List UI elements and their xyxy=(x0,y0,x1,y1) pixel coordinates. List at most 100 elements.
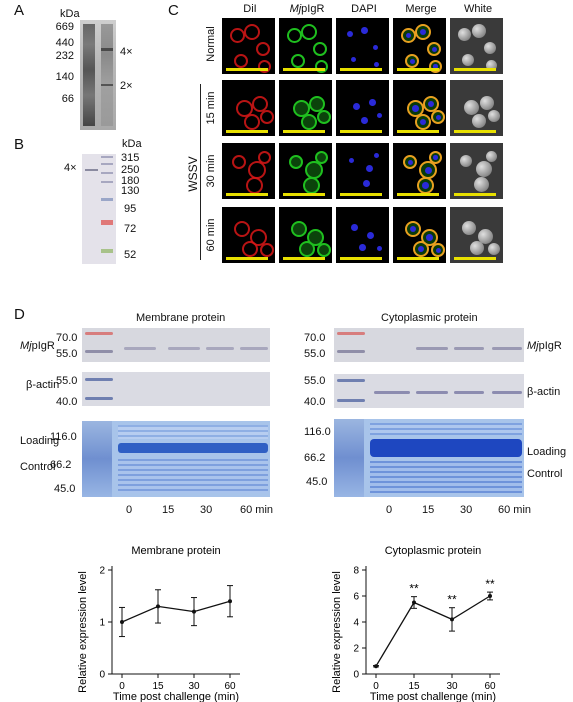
panel-a-marker: 232 xyxy=(55,50,74,62)
membrane-actin-blot xyxy=(82,372,270,406)
cyto-mw: 45.0 xyxy=(306,476,328,488)
cyto-pigr-blot xyxy=(334,328,524,362)
y-tick-label: 1 xyxy=(99,618,105,629)
data-point xyxy=(450,617,454,622)
micrograph-merge-1 xyxy=(393,80,446,136)
y-tick-label: 4 xyxy=(353,618,359,629)
data-point xyxy=(156,604,160,609)
x-axis-label: Time post challenge (min) xyxy=(370,691,496,702)
column-title-dapi: DAPI xyxy=(351,3,377,15)
y-tick-label: 8 xyxy=(353,566,359,577)
micrograph-dii-0 xyxy=(222,18,275,74)
micrograph-dii-1 xyxy=(222,80,275,136)
row-title-60min: 60 min xyxy=(205,218,217,252)
x-axis-label: Time post challenge (min) xyxy=(113,691,239,702)
panel-b-marker: 52 xyxy=(124,249,137,261)
data-point xyxy=(228,599,232,604)
membrane-time: 15 xyxy=(162,504,175,516)
data-point xyxy=(192,609,196,614)
x-tick-label: 60 xyxy=(484,681,496,692)
membrane-loading-gel xyxy=(82,421,270,497)
cyto-mw: 116.0 xyxy=(304,426,331,438)
panel-d-label: D xyxy=(14,306,25,323)
column-title-pigr: MjpIgR xyxy=(289,3,325,15)
significance-label: ** xyxy=(447,593,457,607)
panel-b-marker: 315 xyxy=(121,152,140,164)
panel-a-marker: 140 xyxy=(55,71,74,83)
data-point xyxy=(412,600,416,605)
membrane-loading-label-2: Control xyxy=(20,461,56,473)
x-tick-label: 15 xyxy=(408,681,420,692)
micrograph-mjpigr-3 xyxy=(279,207,332,263)
membrane-mw: 116.0 xyxy=(50,431,77,443)
y-axis-label: Relative expression level xyxy=(331,571,343,693)
column-title-white: White xyxy=(463,3,493,15)
micrograph-dii-3 xyxy=(222,207,275,263)
micrograph-mjpigr-0 xyxy=(279,18,332,74)
x-tick-label: 15 xyxy=(152,681,164,692)
micrograph-dapi-3 xyxy=(336,207,389,263)
membrane-time: 30 xyxy=(200,504,213,516)
data-point xyxy=(120,620,124,624)
micrograph-merge-3 xyxy=(393,207,446,263)
micrograph-merge-0 xyxy=(393,18,446,74)
membrane-actin-label: β-actin xyxy=(26,379,60,391)
cyto-time: 30 xyxy=(460,504,473,516)
membrane-mw: 55.0 xyxy=(56,348,78,360)
cyto-mw: 40.0 xyxy=(304,396,326,408)
series-line xyxy=(121,600,231,623)
membrane-mw: 40.0 xyxy=(56,396,78,408)
x-tick-label: 60 xyxy=(224,681,236,692)
cyto-actin-label: β-actin xyxy=(527,386,561,398)
panel-b-unit: kDa xyxy=(122,138,142,150)
panel-b-marker: 72 xyxy=(124,223,137,235)
micrograph-dii-2 xyxy=(222,143,275,199)
cyto-time: 15 xyxy=(422,504,435,516)
micrograph-white-3 xyxy=(450,207,503,263)
micrograph-white-1 xyxy=(450,80,503,136)
micrograph-white-0 xyxy=(450,18,503,74)
wssv-bracket xyxy=(200,84,201,260)
micrograph-mjpigr-2 xyxy=(279,143,332,199)
micrograph-dapi-0 xyxy=(336,18,389,74)
micrograph-dapi-2 xyxy=(336,143,389,199)
group-label-wssv: WSSV xyxy=(186,156,200,192)
membrane-loading-label-1: Loading xyxy=(20,435,60,447)
cyto-time: 60 min xyxy=(498,504,532,516)
panel-b-label: B xyxy=(14,136,25,153)
panel-a-marker: 66 xyxy=(61,93,74,105)
column-title-dil: DiI xyxy=(243,3,257,15)
y-tick-label: 2 xyxy=(353,644,359,655)
y-axis-label: Relative expression level xyxy=(77,571,89,693)
micrograph-mjpigr-1 xyxy=(279,80,332,136)
x-tick-label: 0 xyxy=(373,681,379,692)
cyto-title: Cytoplasmic protein xyxy=(381,312,478,324)
x-tick-label: 30 xyxy=(188,681,200,692)
y-tick-label: 6 xyxy=(353,592,359,603)
y-tick-label: 0 xyxy=(353,670,359,681)
membrane-time: 60 min xyxy=(240,504,274,516)
panel-a-band-2x: 2× xyxy=(120,80,133,92)
membrane-title: Membrane protein xyxy=(136,312,226,324)
data-point xyxy=(374,664,378,669)
series-line xyxy=(375,595,491,667)
membrane-mw: 66.2 xyxy=(50,459,72,471)
membrane-mw: 45.0 xyxy=(54,483,76,495)
panel-b-marker: 130 xyxy=(121,185,140,197)
cyto-mw: 55.0 xyxy=(304,348,326,360)
row-title-15min: 15 min xyxy=(205,91,217,125)
x-tick-label: 30 xyxy=(446,681,458,692)
row-title-30min: 30 min xyxy=(205,154,217,188)
cyto-loading-gel xyxy=(334,419,524,497)
panel-b-marker: 180 xyxy=(121,175,140,187)
significance-label: ** xyxy=(409,582,419,596)
cyto-actin-blot xyxy=(334,374,524,408)
chart-title: Membrane protein xyxy=(131,545,220,557)
pigr-italic-prefix: Mj xyxy=(289,3,302,15)
panel-c-label: C xyxy=(168,2,179,19)
panel-b-marker: 95 xyxy=(124,203,137,215)
membrane-pigr-blot xyxy=(82,328,270,362)
x-tick-label: 0 xyxy=(119,681,125,692)
cyto-mw: 70.0 xyxy=(304,332,326,344)
